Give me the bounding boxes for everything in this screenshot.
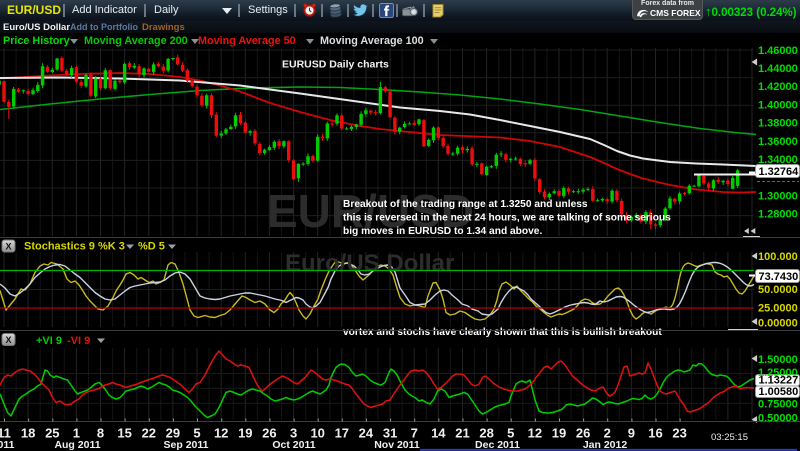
svg-text:X: X [5, 242, 11, 252]
svg-text:21: 21 [455, 426, 469, 441]
svg-text:10: 10 [310, 426, 324, 441]
svg-text:1.25000: 1.25000 [758, 367, 798, 379]
svg-text:+VI 9: +VI 9 [36, 335, 62, 347]
svg-text:73.7430: 73.7430 [759, 271, 799, 283]
svg-text:Breakout of the trading range: Breakout of the trading range at 1.3250 … [343, 199, 588, 210]
svg-text:1: 1 [73, 426, 80, 441]
svg-text:31: 31 [383, 426, 397, 441]
svg-text:15: 15 [117, 426, 131, 441]
svg-text:X: X [5, 335, 11, 345]
svg-text:1.00580: 1.00580 [759, 386, 799, 398]
svg-text:0.75000: 0.75000 [758, 399, 798, 411]
svg-text:1.32764: 1.32764 [759, 166, 800, 178]
svg-text:this is reversed in the next 2: this is reversed in the next 24 hours, w… [343, 213, 671, 224]
svg-text:1.50000: 1.50000 [758, 354, 798, 366]
svg-text:1.40000: 1.40000 [758, 99, 798, 111]
svg-text:19: 19 [552, 426, 566, 441]
svg-text:%D 5: %D 5 [138, 241, 165, 253]
svg-text:1.38000: 1.38000 [758, 118, 798, 130]
svg-text:24: 24 [359, 426, 374, 441]
svg-text:3: 3 [290, 426, 297, 441]
svg-text:03:25:15: 03:25:15 [711, 432, 748, 443]
svg-text:1.36000: 1.36000 [758, 136, 798, 148]
svg-text:1.44000: 1.44000 [758, 63, 798, 75]
svg-text:12: 12 [528, 426, 542, 441]
svg-text:7: 7 [411, 426, 418, 441]
svg-text:Nov 2011: Nov 2011 [374, 439, 420, 451]
svg-text:25.0000: 25.0000 [758, 303, 798, 315]
svg-text:23: 23 [672, 426, 686, 441]
svg-text:12: 12 [214, 426, 228, 441]
svg-text:Sep 2011: Sep 2011 [164, 439, 209, 451]
svg-text:EUR/USD: EUR/USD [267, 185, 474, 237]
svg-text:1.42000: 1.42000 [758, 81, 798, 93]
svg-text:1.28000: 1.28000 [758, 209, 798, 221]
svg-text:Jan 2012: Jan 2012 [583, 439, 628, 451]
svg-text:26: 26 [576, 426, 590, 441]
svg-text:8: 8 [97, 426, 104, 441]
svg-text:vortex and stochs have clearly: vortex and stochs have clearly shown tha… [343, 327, 662, 338]
svg-text:1.13227: 1.13227 [759, 375, 799, 387]
svg-text:28: 28 [479, 426, 493, 441]
svg-text:EURUSD Daily charts: EURUSD Daily charts [282, 59, 389, 71]
svg-text:19: 19 [238, 426, 252, 441]
svg-text:22: 22 [142, 426, 156, 441]
svg-text:Aug 2011: Aug 2011 [54, 439, 100, 451]
svg-text:Dec 2011: Dec 2011 [475, 439, 520, 451]
svg-text:17: 17 [335, 426, 349, 441]
svg-text:1.46000: 1.46000 [758, 45, 798, 57]
svg-text:Jul 2011: Jul 2011 [0, 439, 15, 451]
svg-text:Euro/US Dollar: Euro/US Dollar [285, 250, 454, 277]
svg-text:5: 5 [193, 426, 200, 441]
svg-text:16: 16 [648, 426, 662, 441]
svg-text:11: 11 [0, 426, 11, 441]
svg-text:Stochastics 9 %K 3: Stochastics 9 %K 3 [24, 241, 125, 253]
svg-text:big moves in EURUSD to 1.34 an: big moves in EURUSD to 1.34 and above. [343, 226, 542, 237]
svg-text:100.000: 100.000 [758, 251, 798, 263]
svg-text:1.34000: 1.34000 [758, 154, 798, 166]
svg-text:18: 18 [21, 426, 35, 441]
svg-text:2: 2 [604, 426, 611, 441]
svg-text:14: 14 [431, 426, 446, 441]
svg-text:9: 9 [628, 426, 635, 441]
svg-text:1.30000: 1.30000 [758, 190, 798, 202]
svg-text:-VI 9: -VI 9 [67, 335, 90, 347]
svg-text:50.0000: 50.0000 [758, 284, 798, 296]
svg-text:5: 5 [507, 426, 514, 441]
svg-text:29: 29 [166, 426, 180, 441]
svg-text:Oct 2011: Oct 2011 [272, 439, 315, 451]
svg-text:26: 26 [262, 426, 276, 441]
svg-text:25: 25 [45, 426, 59, 441]
svg-text:0.00000: 0.00000 [758, 318, 798, 330]
svg-text:0.50000: 0.50000 [758, 413, 798, 425]
